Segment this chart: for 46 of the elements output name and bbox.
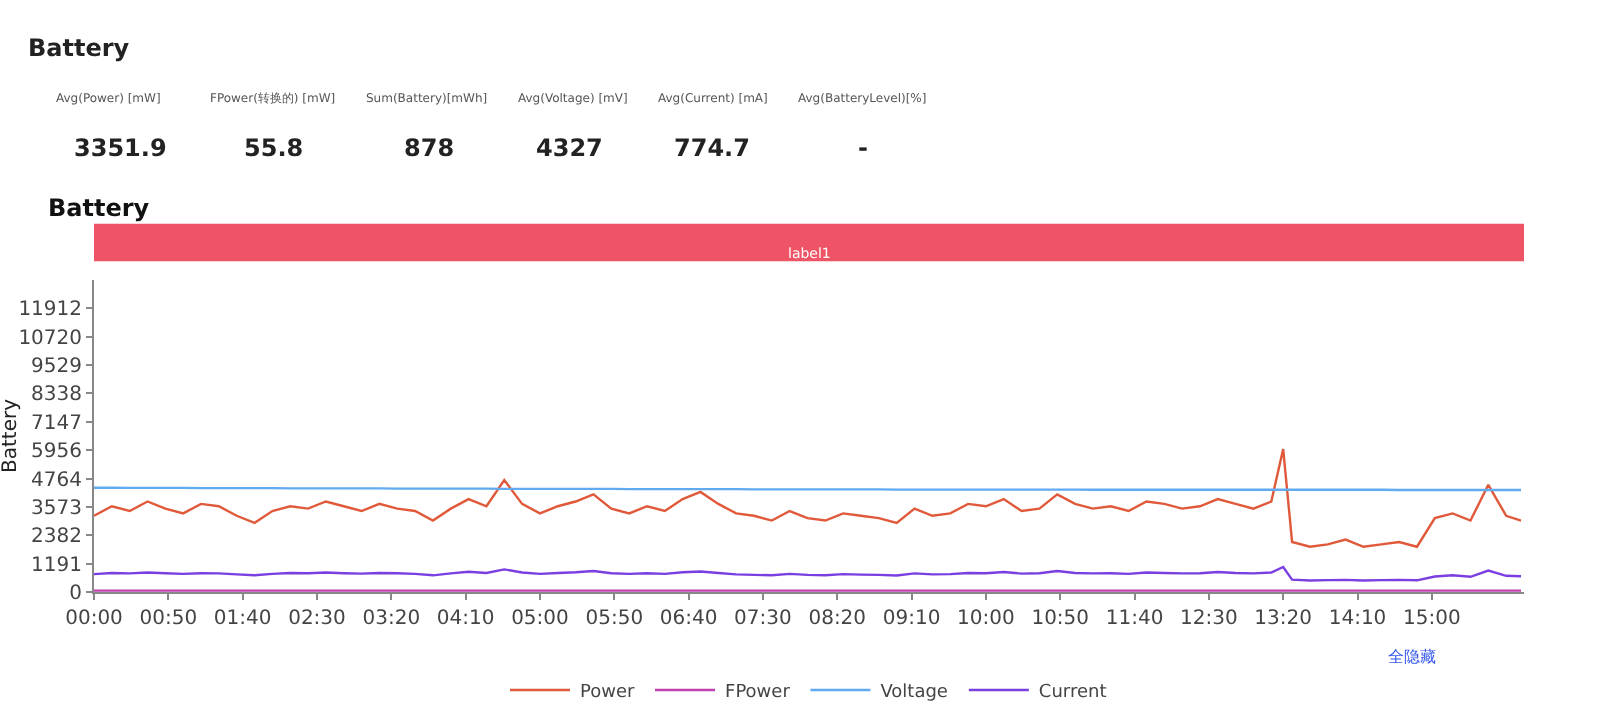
y-tick-label: 8338: [31, 384, 82, 407]
x-tick-label: 04:10: [436, 608, 495, 630]
x-tick-label: 15:00: [1403, 608, 1461, 630]
chart-title: Battery: [28, 34, 130, 62]
y-tick-label: 2382: [31, 526, 82, 549]
x-tick-label: 06:40: [659, 608, 718, 630]
y-tick-label: 3573: [31, 497, 82, 520]
y-tick-label: 10720: [18, 327, 82, 350]
text: 4327: [536, 134, 603, 162]
x-tick-label: 00:50: [139, 608, 198, 630]
x-tick-label: 00:00: [65, 608, 123, 630]
y-tick-label: 4764: [31, 469, 82, 492]
y-tick-label: 7147: [31, 412, 82, 435]
x-tick-label: 03:20: [362, 608, 421, 630]
x-tick-label: 10:50: [1031, 608, 1090, 630]
x-tick-label: 02:30: [288, 608, 346, 630]
legend-label: Power: [580, 683, 636, 704]
y-tick-label: 1191: [31, 554, 82, 577]
x-tick-label: 12:30: [1180, 608, 1238, 630]
x-tick-label: 10:00: [957, 608, 1015, 630]
text: 774.7: [674, 134, 750, 162]
x-tick-label: 13:20: [1254, 608, 1313, 630]
y-axis-title: Battery: [0, 398, 22, 474]
text: 3351.9: [74, 134, 167, 162]
x-tick-label: 11:40: [1105, 608, 1164, 630]
line-series: [94, 565, 1523, 582]
text: 全隐藏: [1388, 648, 1436, 666]
legend-label: Voltage: [880, 683, 949, 704]
text: -: [858, 134, 868, 162]
text: 55.8: [244, 134, 304, 162]
x-tick-label: 05:00: [511, 608, 569, 630]
y-tick-label: 0: [69, 583, 82, 605]
line-series: [94, 447, 1523, 548]
chart-subtitle: Battery: [48, 194, 150, 222]
legend-label: Current: [1038, 683, 1108, 704]
x-tick-label: 09:10: [882, 608, 941, 630]
x-tick-label: 08:20: [808, 608, 867, 630]
x-tick-label: 05:50: [585, 608, 644, 630]
y-tick-label: 9529: [31, 356, 82, 379]
y-tick-label: 5956: [31, 441, 82, 464]
y-tick-label: 11912: [18, 299, 82, 322]
legend-label: FPower: [725, 683, 791, 704]
x-tick-label: 14:10: [1328, 608, 1387, 630]
x-tick-label: 07:30: [734, 608, 792, 630]
text: 878: [404, 134, 455, 162]
x-tick-label: 01:40: [213, 608, 272, 630]
